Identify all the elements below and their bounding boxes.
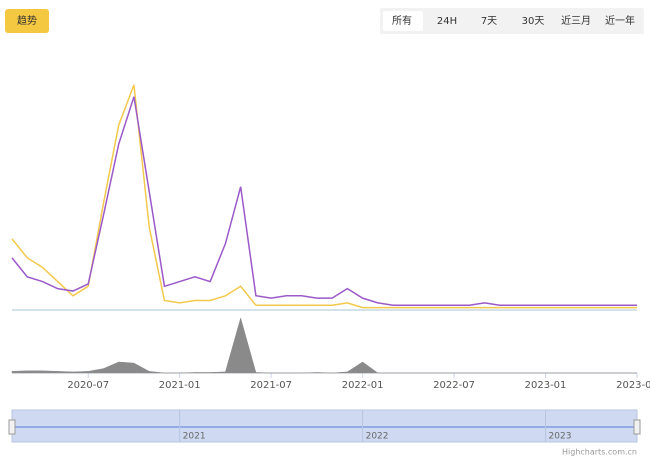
navigator-label: 2023 <box>549 432 572 442</box>
trend-button[interactable] <box>5 9 49 33</box>
range-button[interactable]: 近一年 <box>605 14 635 27</box>
x-tick-label: 2022-01 <box>342 380 384 391</box>
x-tick-label: 2023-01 <box>525 380 567 391</box>
trend-label[interactable]: 趋势 <box>17 14 37 27</box>
navigator[interactable] <box>11 409 638 443</box>
range-button[interactable]: 近三月 <box>561 14 591 27</box>
range-selected <box>383 11 423 31</box>
range-button[interactable]: 所有 <box>392 14 412 27</box>
range-selector <box>380 8 644 34</box>
credit: Highcharts.com.cn <box>562 448 637 457</box>
navigator-handle[interactable] <box>8 419 16 435</box>
navigator-label: 2022 <box>366 432 389 442</box>
x-tick-label: 2021-01 <box>159 380 201 391</box>
navigator-label: 2021 <box>183 432 206 442</box>
x-tick-label: 2023-07 <box>616 380 650 391</box>
price-line <box>11 84 637 309</box>
x-tick-label: 2020-07 <box>67 380 109 391</box>
navigator-handle[interactable] <box>633 419 641 435</box>
x-tick-label: 2021-07 <box>250 380 292 391</box>
volume-area <box>11 317 637 374</box>
range-button[interactable]: 24H <box>437 16 457 27</box>
price-line <box>11 96 637 307</box>
range-button[interactable]: 30天 <box>522 16 545 27</box>
range-button[interactable]: 7天 <box>481 16 497 27</box>
x-tick-label: 2022-07 <box>433 380 475 391</box>
